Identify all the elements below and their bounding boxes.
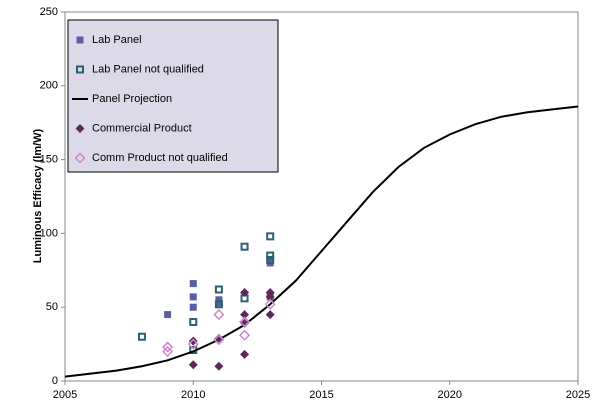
marker [189, 293, 197, 301]
projection-line [64, 105, 579, 378]
marker [238, 329, 251, 341]
legend-marker [76, 65, 84, 74]
x-tick-label: 2010 [181, 389, 205, 401]
y-tick-label: 200 [40, 80, 58, 92]
marker [164, 311, 172, 319]
marker [214, 300, 223, 309]
marker [214, 285, 223, 294]
x-tick-label: 2015 [309, 389, 333, 401]
marker [266, 251, 275, 260]
marker [189, 317, 198, 326]
y-tick-label: 250 [40, 6, 58, 18]
marker [240, 318, 250, 328]
y-tick-label: 100 [40, 227, 58, 239]
marker [214, 361, 224, 371]
marker [266, 255, 275, 264]
legend: Lab Panel Lab Panel not qualified Panel Pr… [67, 19, 279, 173]
marker [162, 341, 174, 353]
marker [265, 292, 275, 302]
legend-label: Panel Projection [92, 93, 172, 105]
y-tick-label: 50 [46, 301, 58, 313]
x-tick-label: 2005 [53, 389, 77, 401]
marker [265, 310, 275, 320]
legend-box [67, 19, 279, 173]
marker [189, 303, 197, 311]
marker [238, 316, 251, 328]
marker [215, 299, 223, 307]
legend-marker [76, 36, 84, 44]
marker [213, 334, 225, 346]
y-tick-label: 0 [52, 375, 58, 387]
marker [187, 338, 199, 350]
legend-label: Lab Panel not qualified [92, 63, 204, 75]
y-tick-label: 150 [40, 154, 58, 166]
marker [266, 232, 275, 241]
y-axis-title: Luminous Efficacy (lm/W) [32, 128, 44, 263]
marker [213, 309, 225, 321]
marker [264, 298, 276, 310]
marker [240, 287, 250, 297]
marker [137, 332, 146, 341]
legend-label: Commercial Product [92, 122, 192, 134]
marker [188, 360, 198, 370]
legend-marker [75, 124, 85, 133]
marker [240, 310, 250, 320]
legend-label: Comm Product not qualified [92, 152, 228, 164]
marker [162, 345, 174, 358]
marker [188, 336, 198, 346]
x-tick-label: 2025 [566, 389, 590, 401]
marker [214, 333, 224, 343]
marker [189, 280, 197, 288]
legend-marker [74, 152, 86, 164]
legend-label: Lab Panel [92, 34, 142, 46]
x-tick-label: 2020 [438, 389, 462, 401]
marker [240, 242, 249, 251]
marker [240, 349, 250, 359]
